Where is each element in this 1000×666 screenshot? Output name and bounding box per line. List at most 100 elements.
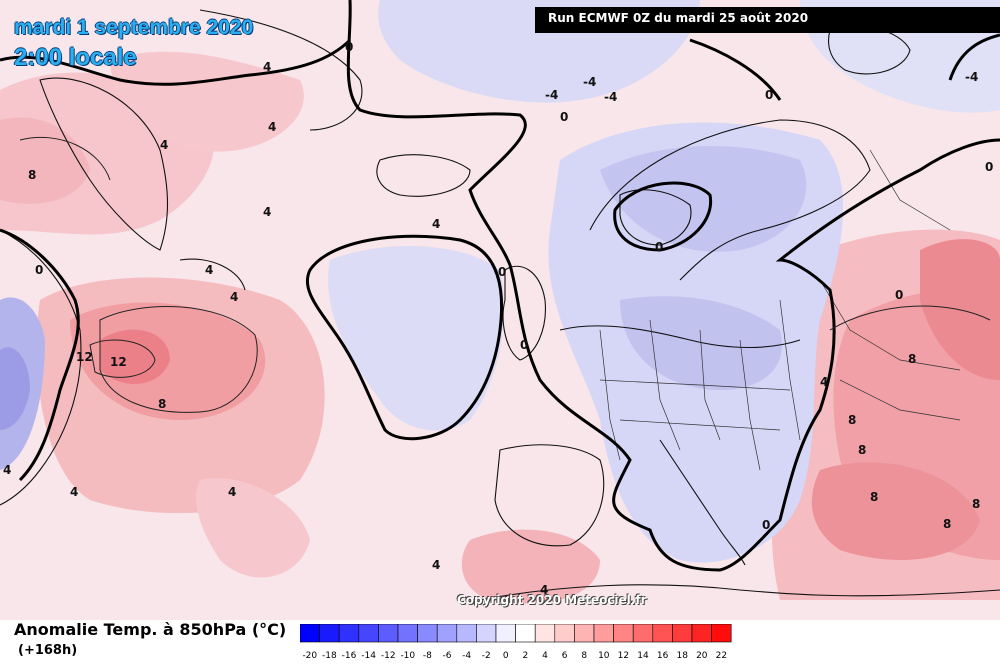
color-scale-tick: 8 <box>581 651 587 661</box>
color-scale-swatch <box>417 624 438 643</box>
color-scale-tick: 6 <box>562 651 568 661</box>
contour-label: 4 <box>268 120 277 134</box>
contour-label: 4 <box>432 558 441 572</box>
contour-label: 8 <box>943 517 952 531</box>
contour-label: 4 <box>228 485 237 499</box>
scandinavia-coast <box>589 119 871 281</box>
contour-label: 0 <box>985 160 994 174</box>
iberia-coast <box>494 444 605 547</box>
contour-label: 8 <box>858 443 867 457</box>
color-scale-swatch <box>300 624 320 643</box>
contour-label: 4 <box>820 375 829 389</box>
contour-label: 0 <box>498 265 507 279</box>
contour-label: 4 <box>432 217 441 231</box>
color-scale-swatch <box>436 624 458 643</box>
legend-subtitle: (+168h) <box>18 643 78 658</box>
color-scale-swatch <box>358 624 379 643</box>
color-scale-tick: 0 <box>503 651 509 661</box>
contour-label: 4 <box>540 583 549 597</box>
color-scale-swatch <box>476 624 497 643</box>
color-scale-tick: -8 <box>423 651 432 661</box>
contour-label: 12 <box>76 350 93 364</box>
contour-label: 0 <box>520 338 529 352</box>
color-scale-swatch <box>593 624 614 643</box>
color-scale-tick: 10 <box>598 651 610 661</box>
color-scale-swatch <box>338 624 360 643</box>
color-scale-swatch <box>515 624 536 643</box>
contour-label: 8 <box>870 490 879 504</box>
color-scale-swatch <box>319 624 340 643</box>
color-scale-swatch <box>378 624 399 643</box>
color-scale-tick: 4 <box>542 651 548 661</box>
contour-label: 0 <box>655 240 664 254</box>
color-scale-tick: 18 <box>676 651 688 661</box>
zero-anomaly-contours <box>0 0 1000 572</box>
temperature-anomaly-map <box>0 0 1000 620</box>
color-scale-swatch <box>397 624 418 643</box>
contour-label: 12 <box>110 355 127 369</box>
contour-label: 4 <box>3 463 12 477</box>
contour-label: 8 <box>908 352 917 366</box>
contour-label: -4 <box>604 90 618 104</box>
color-scale-tick: -6 <box>443 651 452 661</box>
contour-label: 0 <box>35 263 44 277</box>
north-africa-coast <box>479 584 1000 601</box>
contour-label: 8 <box>28 168 37 182</box>
color-scale-bar: -20 -18 -16 -14 -12 -10 -8 -6 -4 -2 0 2 4 6 8 10 12 14 16 1… <box>300 624 732 661</box>
iceland-coast <box>376 154 471 197</box>
color-scale-tick: -20 <box>302 651 317 661</box>
color-scale-swatch <box>691 624 712 643</box>
color-scale-tick: 16 <box>657 651 669 661</box>
contour-label: 4 <box>230 290 239 304</box>
contour-label: -4 <box>965 70 979 84</box>
run-info-text: Run ECMWF 0Z du mardi 25 août 2020 <box>548 11 809 25</box>
run-info-bar <box>535 7 1000 33</box>
color-scale-tick: 20 <box>696 651 708 661</box>
color-scale-tick: 2 <box>523 651 529 661</box>
color-scale-tick: 14 <box>637 651 649 661</box>
color-scale-swatch <box>456 624 477 643</box>
british-isles-coast <box>502 265 546 361</box>
country-borders <box>599 149 961 471</box>
greenland-coast <box>39 77 168 251</box>
color-scale-tick: -10 <box>400 651 415 661</box>
contour-label: 0 <box>765 88 774 102</box>
color-scale-swatch <box>652 624 673 643</box>
copyright-text: Copyright 2020 Meteociel.fr <box>457 593 647 607</box>
contour-label: 8 <box>158 397 167 411</box>
color-scale-tick: -2 <box>482 651 491 661</box>
contour-label: 8 <box>848 413 857 427</box>
contour-label: -4 <box>583 75 597 89</box>
color-scale-tick: -4 <box>462 651 471 661</box>
contour-label: 0 <box>762 518 771 532</box>
color-scale-tick: -18 <box>322 651 337 661</box>
contour-label: 4 <box>70 485 79 499</box>
color-scale-swatch <box>632 624 654 643</box>
contour-label: 4 <box>205 263 214 277</box>
secondary-contours <box>19 136 991 413</box>
forecast-date: mardi 1 septembre 2020 <box>14 16 254 39</box>
america-coast <box>0 229 82 506</box>
contour-label: 0 <box>345 40 354 54</box>
color-scale-tick: 12 <box>618 651 629 661</box>
italy-coast <box>659 439 746 566</box>
contour-label: 4 <box>263 60 272 74</box>
color-scale-swatch <box>554 624 575 643</box>
color-scale-tick: -14 <box>361 651 376 661</box>
color-scale-swatch <box>613 624 634 643</box>
coastlines <box>0 9 1000 601</box>
color-scale-swatch <box>495 624 516 643</box>
contour-label: 4 <box>160 138 169 152</box>
contour-label: 8 <box>972 497 981 511</box>
color-scale-swatch <box>574 624 595 643</box>
cold-anomaly-regions <box>0 0 1000 563</box>
color-scale-swatch <box>672 624 693 643</box>
contour-label: 0 <box>560 110 569 124</box>
color-scale-tick: -16 <box>342 651 357 661</box>
forecast-time: 2:00 locale <box>14 44 137 71</box>
color-scale-swatch <box>534 624 556 643</box>
contour-label: 4 <box>263 205 272 219</box>
contour-label: 0 <box>895 288 904 302</box>
color-scale-tick: 22 <box>716 651 727 661</box>
color-scale-swatch <box>711 624 732 643</box>
